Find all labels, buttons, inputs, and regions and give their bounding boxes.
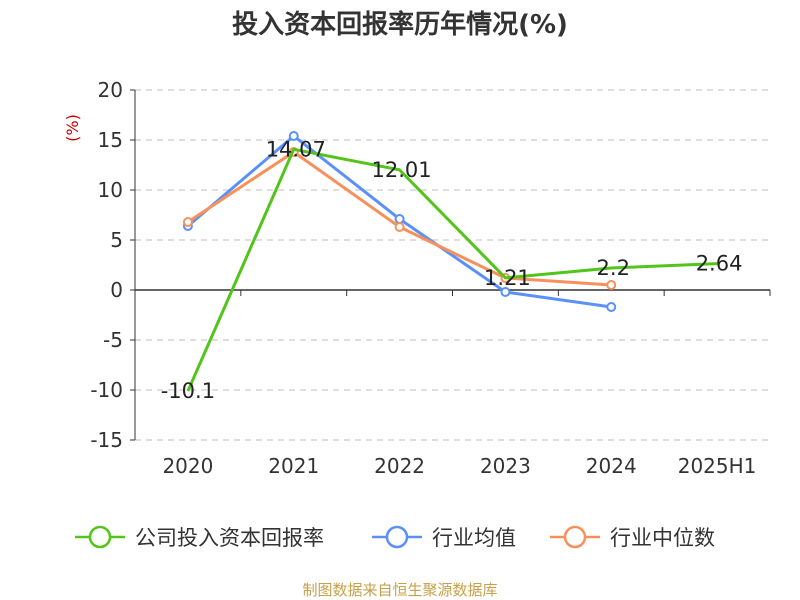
legend-label: 行业中位数 bbox=[610, 526, 715, 550]
x-tick-label: 2024 bbox=[586, 454, 637, 478]
data-label: 1.21 bbox=[484, 266, 531, 290]
series-point-1 bbox=[394, 214, 405, 224]
series-point-1 bbox=[606, 302, 617, 312]
data-label: -10.1 bbox=[161, 379, 215, 403]
legend-swatch-marker bbox=[563, 525, 587, 549]
data-label: 14.07 bbox=[266, 137, 326, 161]
data-label: 2.64 bbox=[696, 252, 743, 276]
y-tick-label: 10 bbox=[98, 178, 123, 202]
legend-swatch-marker bbox=[385, 525, 409, 549]
legend-label: 行业均值 bbox=[432, 526, 516, 550]
y-tick-label: 5 bbox=[110, 228, 123, 252]
data-label: 2.2 bbox=[597, 256, 630, 280]
y-axis-label: (%) bbox=[63, 114, 82, 142]
legend-label: 公司投入资本回报率 bbox=[135, 526, 324, 550]
y-tick-label: 20 bbox=[98, 78, 123, 102]
chart-title: 投入资本回报率历年情况(%) bbox=[232, 9, 568, 40]
series-point-1 bbox=[500, 287, 511, 297]
data-label: 12.01 bbox=[372, 158, 432, 182]
source-note: 制图数据来自恒生聚源数据库 bbox=[302, 581, 497, 599]
y-tick-label: -10 bbox=[90, 378, 123, 402]
series-lines bbox=[182, 131, 718, 392]
series-point-2 bbox=[606, 280, 617, 290]
grid-lines bbox=[135, 89, 770, 441]
x-tick-label: 2022 bbox=[374, 454, 425, 478]
legend-swatch-marker bbox=[88, 525, 112, 549]
y-tick-label: -5 bbox=[103, 328, 123, 352]
series-point-2 bbox=[394, 222, 405, 232]
x-tick-label: 2021 bbox=[268, 454, 319, 478]
y-tick-label: -15 bbox=[90, 428, 123, 452]
x-tick-label: 2020 bbox=[162, 454, 213, 478]
y-tick-label: 15 bbox=[98, 128, 123, 152]
data-labels: -10.1 14.07 12.01 1.21 2.2 2.64 bbox=[161, 137, 743, 403]
axes: 20 15 10 5 0 -5 -10 -15 2020 2021 2022 2023 2024 2025… bbox=[90, 78, 771, 478]
y-tick-label: 0 bbox=[110, 278, 123, 302]
x-tick-label: 2025H1 bbox=[678, 454, 757, 478]
series-line-0 bbox=[186, 147, 718, 392]
series-point-1 bbox=[288, 131, 299, 141]
series-point-2 bbox=[182, 217, 193, 227]
x-tick-label: 2023 bbox=[480, 454, 531, 478]
legend: 公司投入资本回报率 行业均值 行业中位数 bbox=[75, 525, 715, 550]
